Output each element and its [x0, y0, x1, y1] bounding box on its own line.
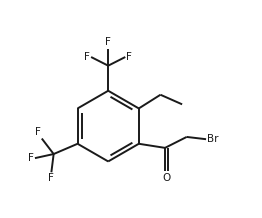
Text: F: F: [84, 52, 90, 62]
Text: F: F: [28, 153, 34, 163]
Text: F: F: [35, 127, 41, 137]
Text: F: F: [127, 52, 132, 62]
Text: F: F: [105, 37, 111, 48]
Text: Br: Br: [207, 134, 219, 144]
Text: O: O: [162, 172, 170, 182]
Text: F: F: [48, 173, 54, 183]
